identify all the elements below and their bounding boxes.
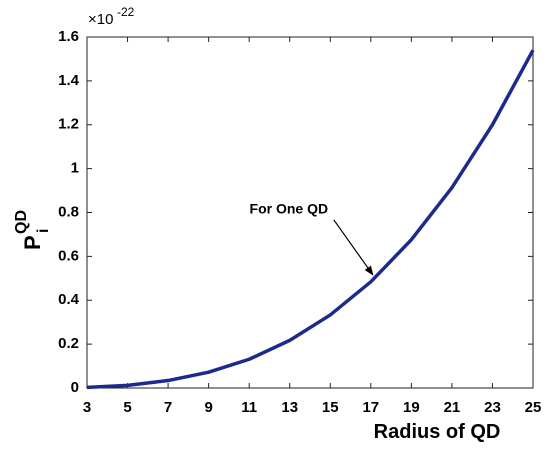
x-tick-label: 13: [281, 399, 298, 416]
y-tick-label: 0.4: [58, 291, 80, 308]
y-tick-label: 1.6: [58, 28, 79, 45]
x-tick-label: 21: [444, 399, 461, 416]
y-tick-label: 0.8: [58, 203, 79, 220]
y-tick-label: 0.6: [58, 247, 79, 264]
x-tick-label: 17: [362, 399, 379, 416]
x-tick-label: 11: [241, 399, 257, 416]
annotation-arrow: [333, 219, 374, 276]
y-tick-label: 1: [71, 160, 79, 177]
x-tick-label: 9: [204, 399, 212, 416]
exponent-base: ×10: [88, 11, 113, 28]
y-axis-label-sub: i: [35, 229, 52, 233]
y-axis-label-group: P QD i: [13, 210, 52, 250]
annotation-text: For One QD: [250, 201, 329, 217]
y-tick-label: 0.2: [58, 335, 79, 352]
x-tick-label: 15: [322, 399, 339, 416]
y-axis-label: P: [20, 235, 45, 250]
y-tick-label: 1.2: [58, 116, 79, 133]
exponent-power: -22: [117, 5, 135, 19]
x-tick-label: 3: [83, 399, 91, 416]
x-axis-label: Radius of QD: [374, 421, 501, 443]
x-tick-label: 5: [123, 399, 131, 416]
x-tick-label: 19: [403, 399, 420, 416]
data-line: [86, 49, 535, 390]
y-tick-label: 1.4: [58, 72, 80, 89]
y-axis-label-sup: QD: [13, 210, 30, 234]
x-tick-label: 23: [484, 399, 501, 416]
x-tick-label: 25: [525, 399, 542, 416]
x-tick-label: 7: [164, 399, 172, 416]
y-tick-label: 0: [71, 379, 79, 396]
